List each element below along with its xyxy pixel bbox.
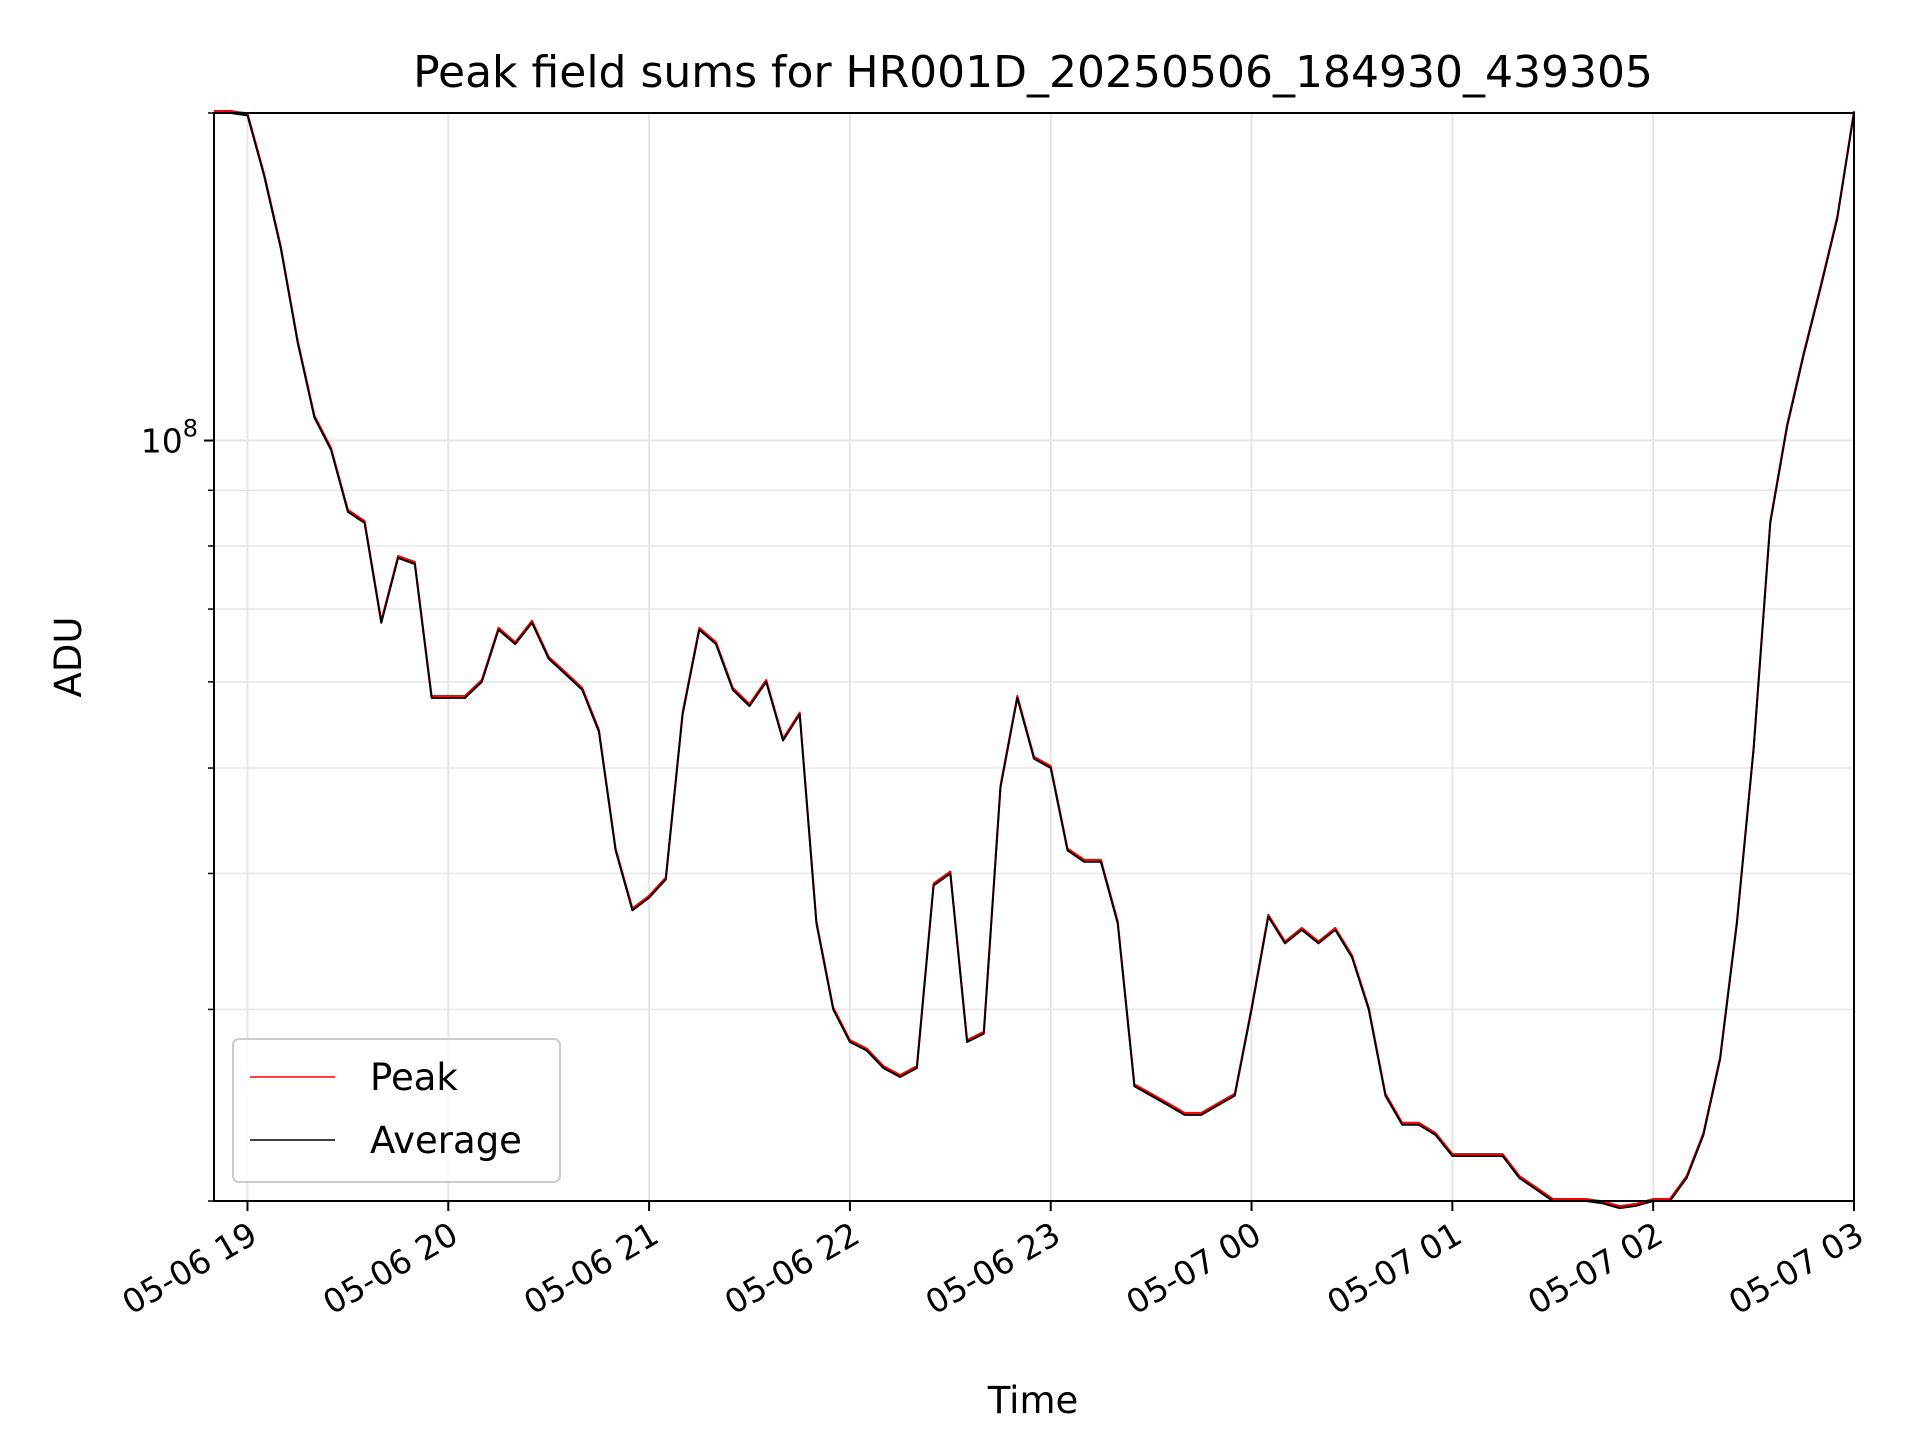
legend-label-average: Average [370,1119,522,1162]
y-axis-label: ADU [47,617,90,698]
chart-title: Peak field sums for HR001D_20250506_1849… [413,47,1653,98]
legend-box [232,1038,561,1183]
plot-frame [213,112,1855,1202]
legend: Peak Average [232,1038,561,1183]
legend-label-peak: Peak [370,1056,458,1099]
x-axis-label: Time [987,1379,1079,1422]
y-tick-label: 108 [141,415,198,461]
